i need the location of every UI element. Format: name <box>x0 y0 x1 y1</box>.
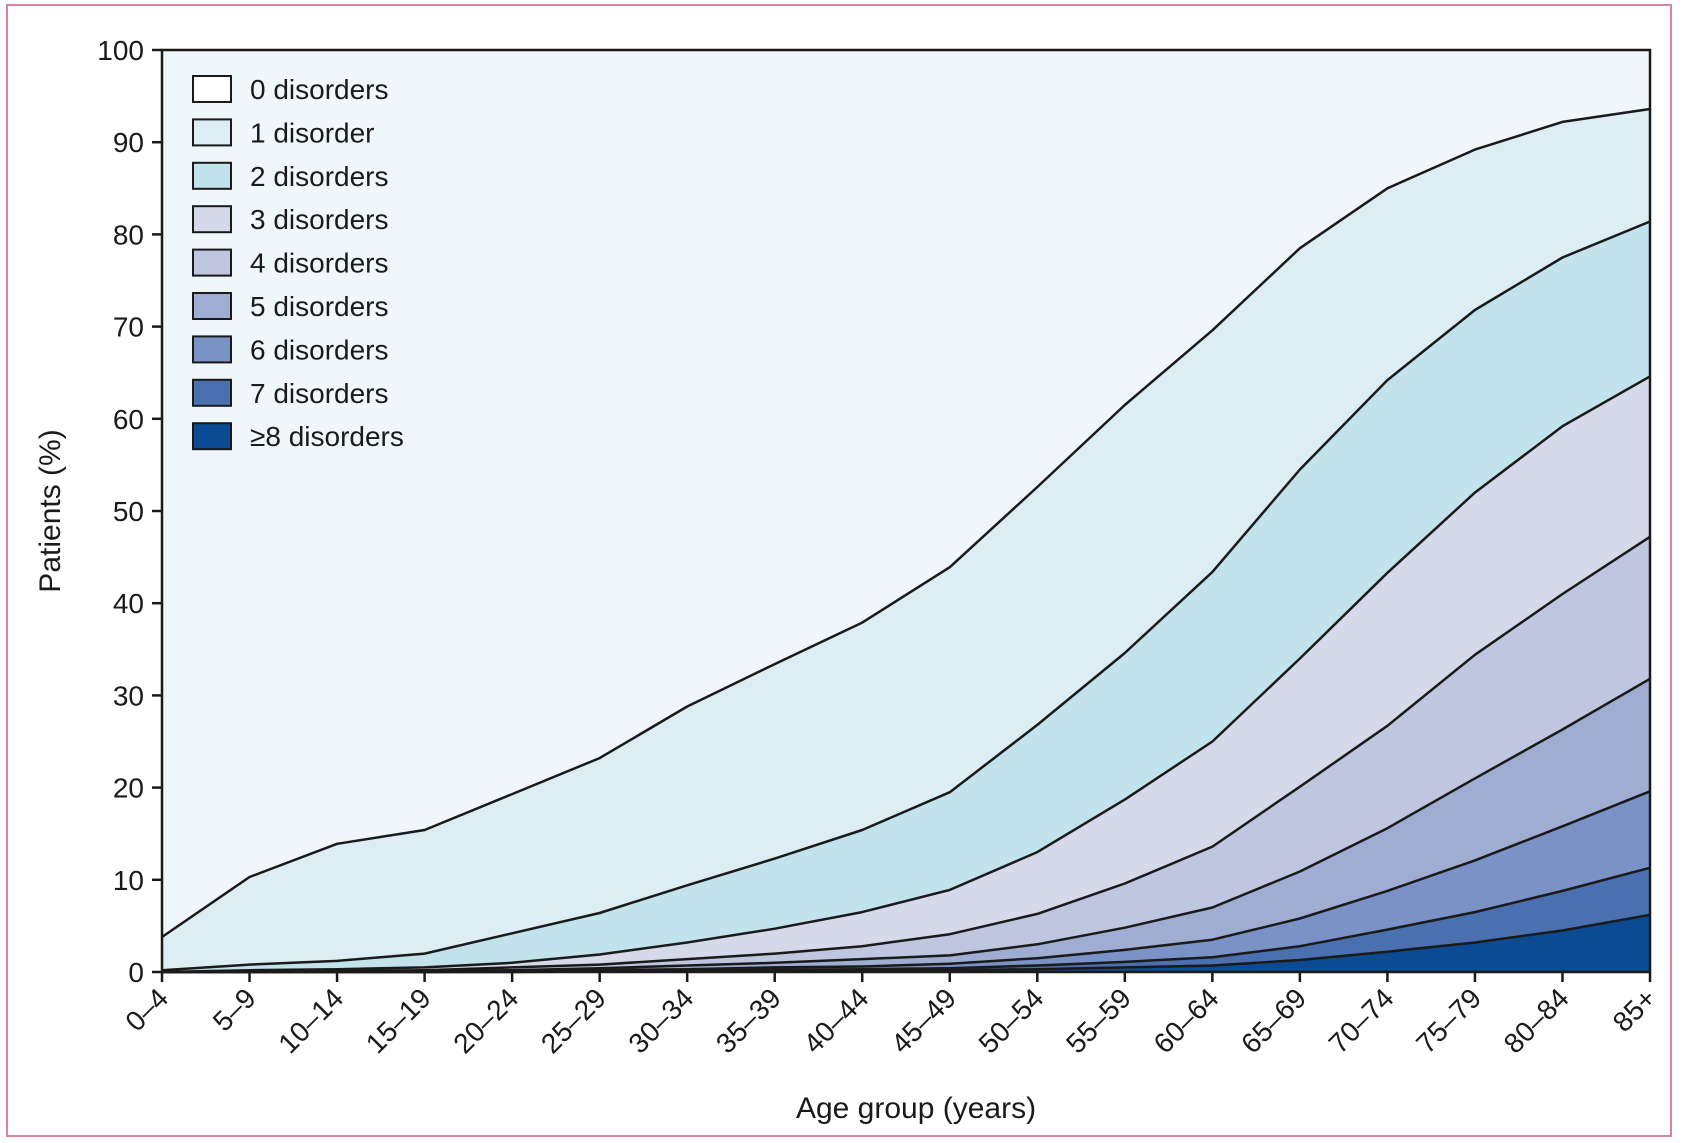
line-2-disorders <box>161 220 1651 972</box>
legend-swatch <box>192 335 232 364</box>
y-tick-label: 20 <box>113 773 144 804</box>
legend-swatch <box>192 422 232 451</box>
x-tick-label: 45–49 <box>885 982 962 1059</box>
legend-label: 0 disorders <box>250 74 389 105</box>
x-axis: 0–4 5–9 10–14 15–19 20–24 25–29 30–34 35–39 40–4… <box>119 972 1662 1059</box>
x-tick-label: 60–64 <box>1148 982 1225 1059</box>
x-axis-title: Age group (years) <box>796 1092 1036 1125</box>
legend-label: 2 disorders <box>250 161 389 192</box>
y-tick-label: 80 <box>113 219 144 250</box>
legend-swatch <box>192 161 232 190</box>
x-tick-label: 30–34 <box>622 982 699 1059</box>
legend-swatch <box>192 205 232 234</box>
legend-label: ≥8 disorders <box>250 421 404 452</box>
x-tick-label: 0–4 <box>119 982 174 1037</box>
legend: 0 disorders 1 disorder 2 disorders 3 disord… <box>192 74 404 452</box>
x-tick-label: 35–39 <box>710 982 787 1059</box>
x-tick-label: 85+ <box>1607 982 1663 1038</box>
y-tick-label: 60 <box>113 404 144 435</box>
y-tick-label: 30 <box>113 680 144 711</box>
y-tick-label: 70 <box>113 312 144 343</box>
legend-label: 5 disorders <box>250 291 389 322</box>
area-4-disorders <box>162 536 1650 972</box>
x-tick-label: 55–59 <box>1060 982 1137 1059</box>
x-tick-label: 40–44 <box>797 982 874 1059</box>
x-tick-label: 15–19 <box>360 982 437 1059</box>
y-axis: 0 10 20 30 40 50 60 70 80 90 100 <box>97 35 162 988</box>
area-5-disorders <box>162 678 1650 972</box>
legend-swatch <box>192 378 232 407</box>
legend-label: 1 disorder <box>250 117 375 148</box>
legend-swatch <box>192 75 232 103</box>
legend-label: 6 disorders <box>250 334 389 365</box>
line-3-disorders <box>161 375 1651 974</box>
y-tick-label: 50 <box>113 496 144 527</box>
y-tick-label: 100 <box>97 35 144 66</box>
legend-label: 3 disorders <box>250 204 389 235</box>
x-tick-label: 75–79 <box>1410 982 1487 1059</box>
x-tick-label: 10–14 <box>272 982 349 1059</box>
x-tick-label: 80–84 <box>1498 982 1575 1059</box>
y-tick-label: 90 <box>113 127 144 158</box>
area-layers <box>162 109 1650 972</box>
area--8-disorders <box>162 914 1650 972</box>
y-axis-title: Patients (%) <box>34 429 67 592</box>
area-6-disorders <box>162 791 1650 972</box>
x-tick-label: 20–24 <box>447 982 524 1059</box>
y-tick-label: 10 <box>113 865 144 896</box>
x-tick-label: 50–54 <box>973 982 1050 1059</box>
x-tick-label: 65–69 <box>1235 982 1312 1059</box>
x-tick-label: 5–9 <box>207 982 262 1037</box>
x-tick-label: 25–29 <box>535 982 612 1059</box>
line-1-disorder <box>161 107 1651 939</box>
legend-swatch <box>192 248 232 277</box>
legend-label: 7 disorders <box>250 378 389 409</box>
legend-swatch <box>192 118 232 147</box>
legend-label: 4 disorders <box>250 248 389 279</box>
y-tick-label: 0 <box>128 957 144 988</box>
x-tick-label: 70–74 <box>1323 982 1400 1059</box>
legend-swatch <box>192 292 232 320</box>
y-tick-label: 40 <box>113 588 144 619</box>
